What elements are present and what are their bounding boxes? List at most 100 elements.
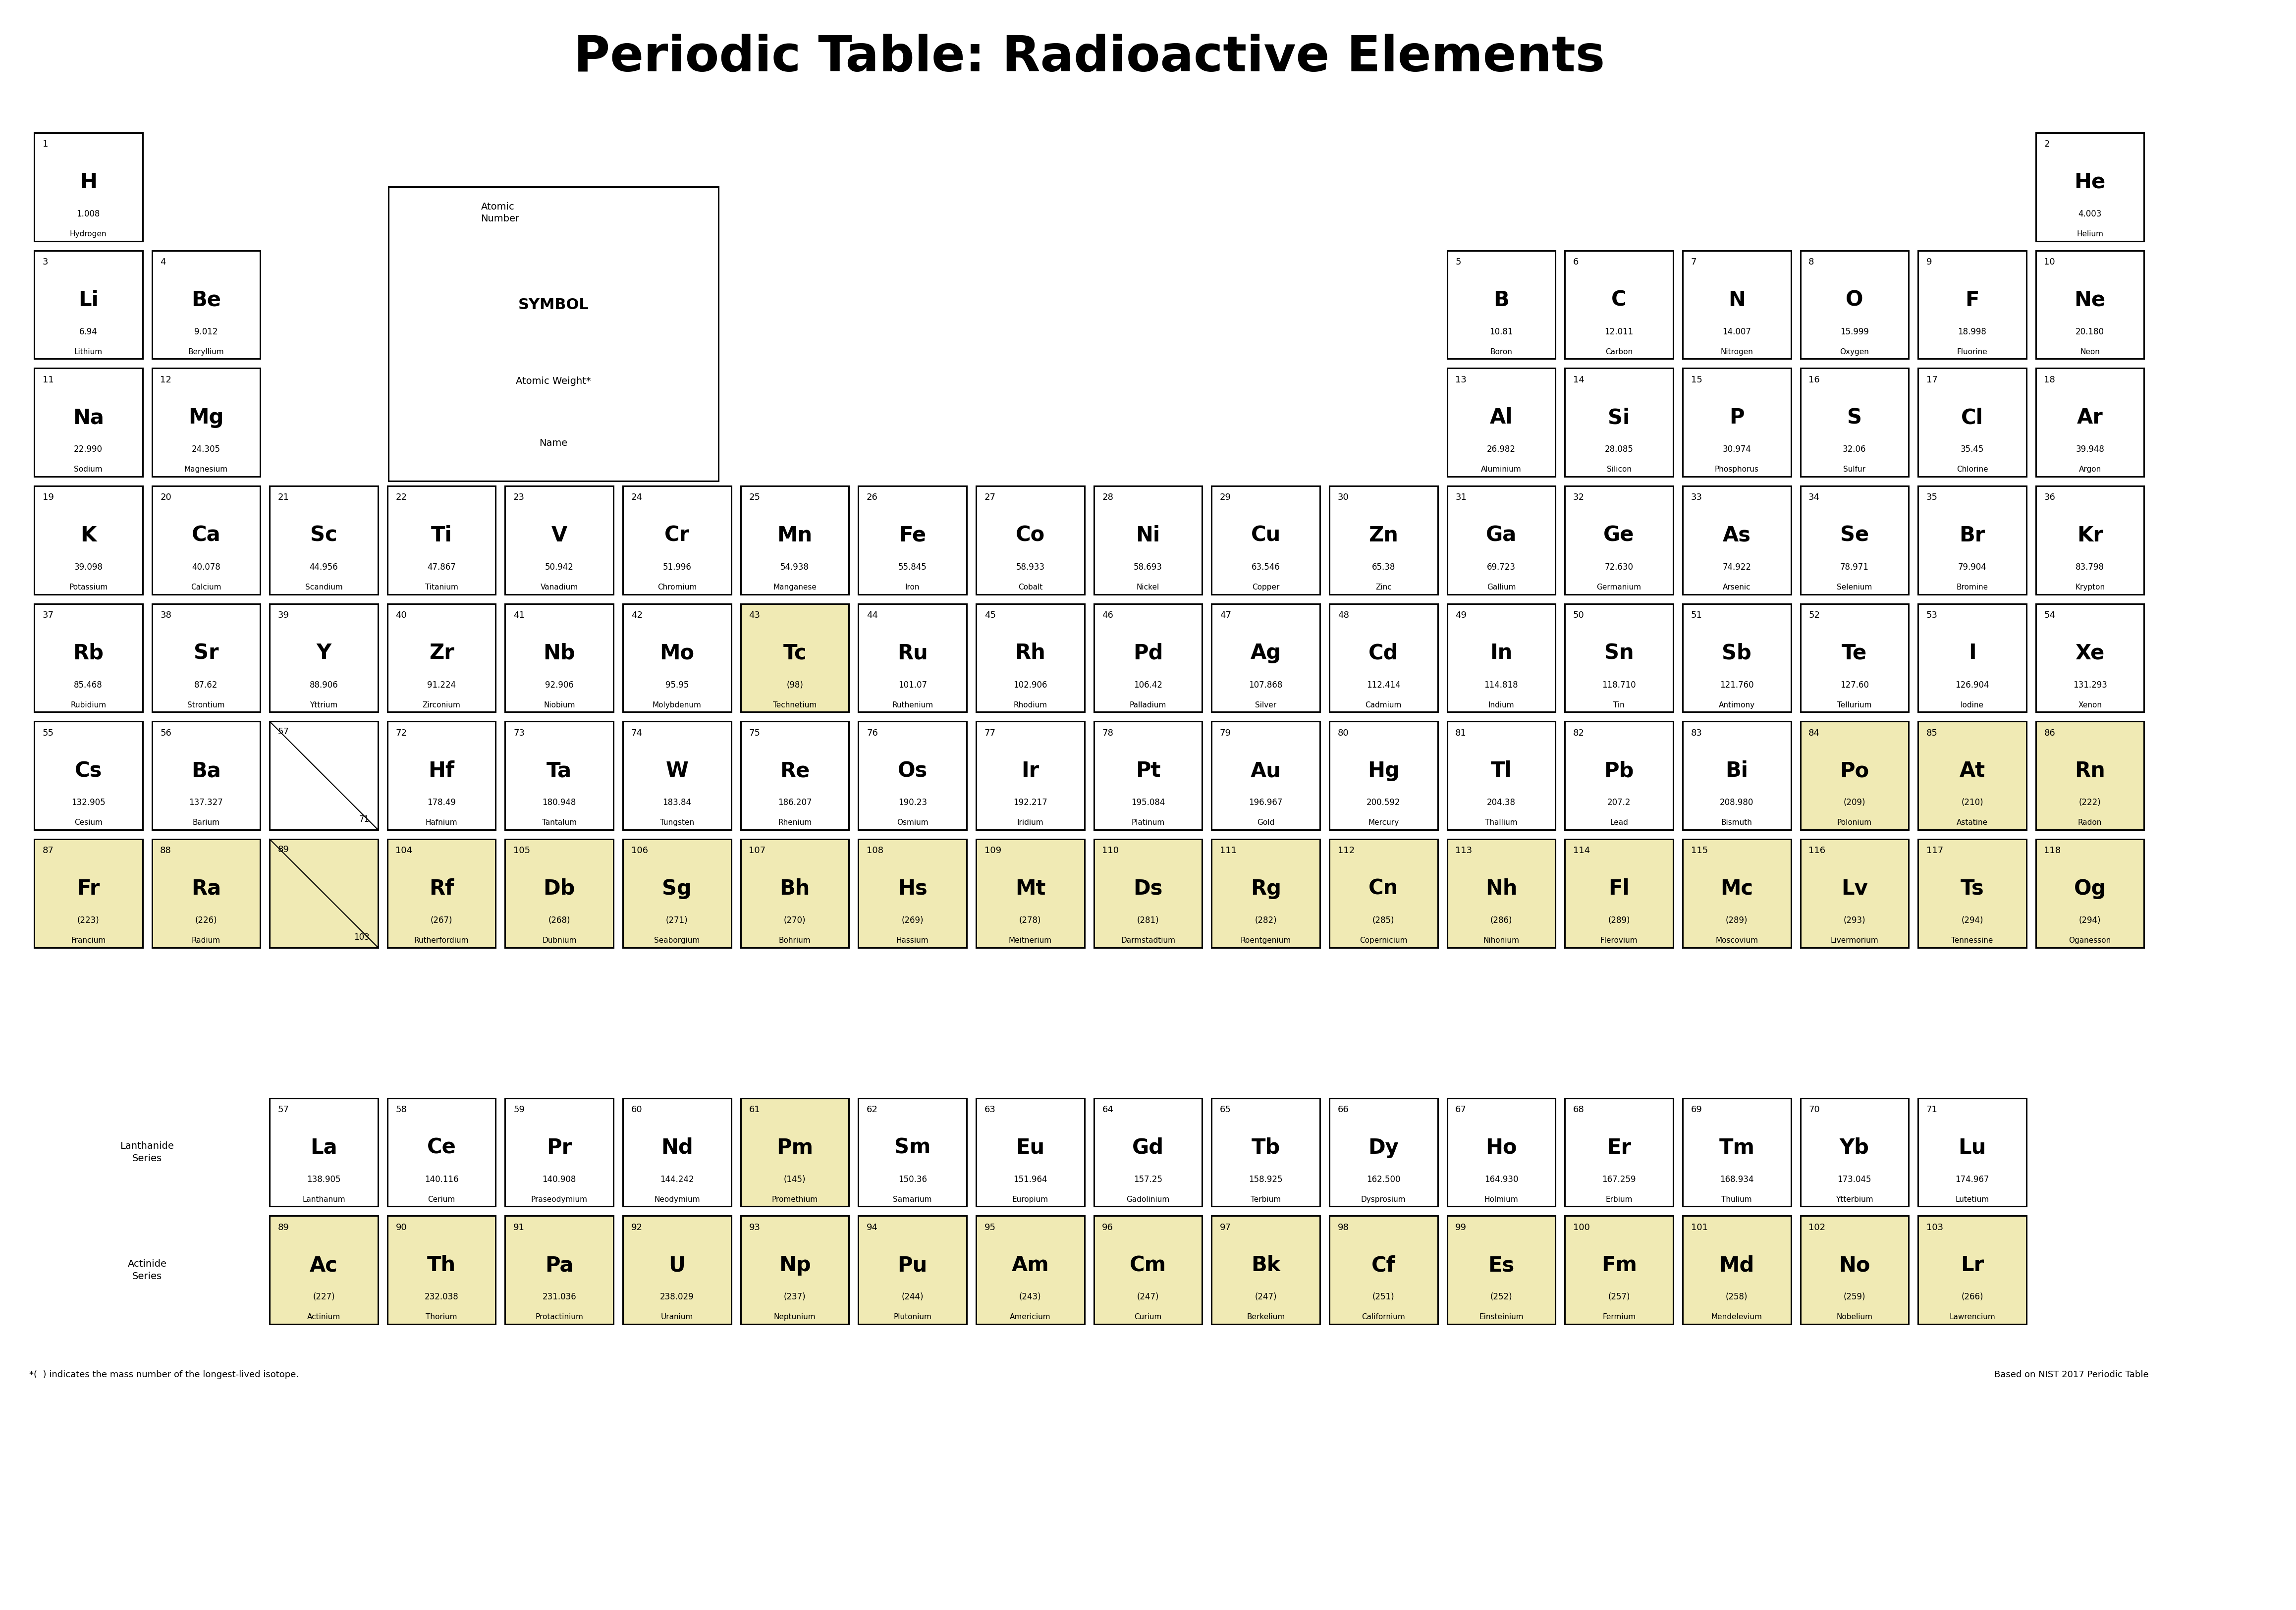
- Text: 118: 118: [2043, 847, 2062, 855]
- Bar: [34, 251, 142, 359]
- Text: 50.942: 50.942: [544, 564, 574, 572]
- Text: (251): (251): [1373, 1293, 1394, 1301]
- Bar: [859, 839, 967, 947]
- Text: 23: 23: [514, 493, 526, 502]
- Text: Curium: Curium: [1134, 1314, 1162, 1320]
- Text: S: S: [1846, 407, 1862, 428]
- Text: 33: 33: [1690, 493, 1701, 502]
- Bar: [1329, 721, 1437, 829]
- Bar: [742, 839, 850, 947]
- Text: Name: Name: [540, 438, 567, 448]
- Text: 32: 32: [1573, 493, 1584, 502]
- Text: Hassium: Hassium: [895, 937, 930, 943]
- Text: 64: 64: [1102, 1104, 1114, 1114]
- Bar: [505, 1098, 613, 1206]
- Text: 102.906: 102.906: [1013, 681, 1047, 689]
- Bar: [1566, 1098, 1674, 1206]
- Text: 138.905: 138.905: [308, 1175, 340, 1183]
- Text: Technetium: Technetium: [774, 702, 817, 708]
- Text: 94: 94: [866, 1224, 877, 1232]
- Text: 12.011: 12.011: [1605, 327, 1632, 336]
- Text: 8: 8: [1809, 258, 1814, 267]
- Bar: [1212, 721, 1320, 829]
- Text: Moscovium: Moscovium: [1715, 937, 1759, 943]
- Text: 208.980: 208.980: [1720, 799, 1754, 807]
- Text: Hf: Hf: [429, 760, 455, 781]
- Bar: [1566, 369, 1674, 477]
- Text: Bi: Bi: [1724, 760, 1747, 781]
- Text: Nobelium: Nobelium: [1837, 1314, 1874, 1320]
- Text: (145): (145): [783, 1175, 806, 1183]
- Text: Sr: Sr: [193, 642, 218, 663]
- Text: 88.906: 88.906: [310, 681, 338, 689]
- Text: 9: 9: [1926, 258, 1931, 267]
- Text: Es: Es: [1488, 1254, 1515, 1275]
- Bar: [388, 1216, 496, 1323]
- Bar: [1446, 251, 1554, 359]
- Text: Na: Na: [73, 407, 103, 428]
- Text: Scandium: Scandium: [305, 583, 342, 591]
- Text: Cesium: Cesium: [73, 819, 103, 826]
- Bar: [152, 604, 259, 712]
- Text: Mercury: Mercury: [1368, 819, 1398, 826]
- Text: Gallium: Gallium: [1488, 583, 1515, 591]
- Text: Fluorine: Fluorine: [1956, 348, 1988, 356]
- Text: Lithium: Lithium: [73, 348, 103, 356]
- Text: Roentgenium: Roentgenium: [1240, 937, 1290, 943]
- Text: 27: 27: [985, 493, 996, 502]
- Text: Mc: Mc: [1720, 877, 1754, 898]
- Bar: [859, 486, 967, 594]
- Text: 167.259: 167.259: [1603, 1175, 1637, 1183]
- Text: 105: 105: [514, 847, 530, 855]
- Text: 158.925: 158.925: [1249, 1175, 1283, 1183]
- Text: 200.592: 200.592: [1366, 799, 1401, 807]
- Text: Sm: Sm: [895, 1137, 930, 1158]
- Bar: [269, 721, 379, 829]
- Text: 79.904: 79.904: [1958, 564, 1986, 572]
- Text: 103: 103: [1926, 1224, 1942, 1232]
- Text: 113: 113: [1456, 847, 1472, 855]
- Bar: [1566, 604, 1674, 712]
- Text: Os: Os: [898, 760, 928, 781]
- Text: 66: 66: [1339, 1104, 1348, 1114]
- Text: 57: 57: [278, 728, 289, 736]
- Text: Radon: Radon: [2078, 819, 2101, 826]
- Text: 81: 81: [1456, 728, 1467, 737]
- Text: 207.2: 207.2: [1607, 799, 1630, 807]
- Bar: [388, 839, 496, 947]
- Text: Nh: Nh: [1486, 877, 1518, 898]
- Text: 18: 18: [2043, 375, 2055, 385]
- Bar: [2037, 132, 2144, 242]
- Text: Yb: Yb: [1839, 1137, 1869, 1158]
- Text: Ts: Ts: [1961, 877, 1984, 898]
- Text: Plutonium: Plutonium: [893, 1314, 932, 1320]
- Text: Beryllium: Beryllium: [188, 348, 225, 356]
- Bar: [1683, 1216, 1791, 1323]
- Bar: [1917, 251, 2027, 359]
- Text: Terbium: Terbium: [1251, 1196, 1281, 1203]
- Bar: [622, 721, 730, 829]
- Text: 51.996: 51.996: [664, 564, 691, 572]
- Bar: [1212, 604, 1320, 712]
- Text: 10.81: 10.81: [1490, 327, 1513, 336]
- Text: Rg: Rg: [1251, 877, 1281, 898]
- Text: 89: 89: [278, 1224, 289, 1232]
- Text: Iron: Iron: [905, 583, 921, 591]
- Text: Carbon: Carbon: [1605, 348, 1632, 356]
- Text: 117: 117: [1926, 847, 1942, 855]
- Text: Neptunium: Neptunium: [774, 1314, 815, 1320]
- Text: 190.23: 190.23: [898, 799, 928, 807]
- Text: Th: Th: [427, 1254, 457, 1275]
- Bar: [1917, 604, 2027, 712]
- Text: Ho: Ho: [1486, 1137, 1518, 1158]
- Text: 204.38: 204.38: [1488, 799, 1515, 807]
- Bar: [1093, 604, 1203, 712]
- Text: 21: 21: [278, 493, 289, 502]
- Text: 101.07: 101.07: [898, 681, 928, 689]
- Text: 38: 38: [161, 610, 172, 620]
- Text: Ba: Ba: [191, 760, 220, 781]
- Text: 56: 56: [161, 728, 172, 737]
- Bar: [1329, 1098, 1437, 1206]
- Text: 174.967: 174.967: [1956, 1175, 1988, 1183]
- Text: (258): (258): [1727, 1293, 1747, 1301]
